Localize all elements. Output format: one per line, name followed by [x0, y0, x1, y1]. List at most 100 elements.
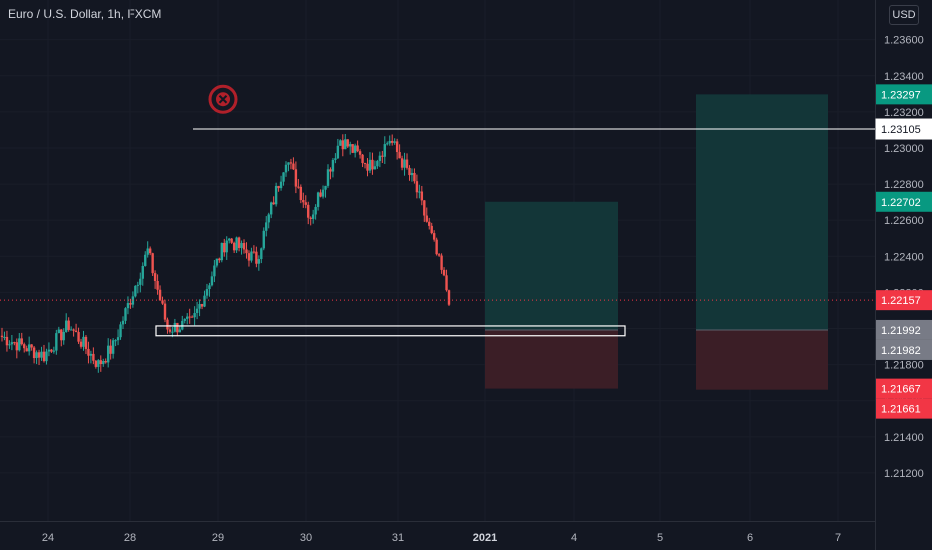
candle-body [57, 329, 61, 334]
price-tick-label: 1.23000 [884, 143, 924, 155]
price-label-target: 1.23297 [881, 89, 921, 101]
candle-body [267, 214, 270, 223]
candle-body [269, 202, 273, 215]
candle-body [445, 275, 448, 291]
candle-body [124, 308, 127, 321]
candle-body [208, 285, 211, 290]
candle-body [378, 155, 382, 161]
candle-body [395, 141, 399, 153]
candle-body [363, 163, 367, 165]
candle-body [173, 322, 177, 332]
candle-body [134, 285, 137, 297]
candle-body [430, 225, 433, 234]
candle-body [188, 316, 191, 318]
candle-body [114, 340, 117, 342]
price-label-bg [875, 118, 932, 140]
candle-body [74, 330, 78, 333]
price-label-current: 1.22157 [881, 295, 921, 307]
candle-body [373, 166, 377, 170]
candle-body [97, 360, 100, 367]
candle-body [321, 189, 325, 197]
candle-body [52, 350, 56, 352]
profit-zone [696, 94, 828, 330]
candle-body [302, 200, 305, 203]
price-tick-label: 1.23200 [884, 107, 924, 119]
candle-body [139, 278, 142, 285]
candle-body [346, 139, 349, 147]
time-tick-label: 30 [300, 532, 312, 544]
candle-body [32, 347, 36, 359]
candle-body [99, 360, 102, 365]
candle-body [398, 152, 401, 159]
candle-body [13, 342, 16, 344]
candle-body [447, 290, 451, 305]
candle-body [3, 336, 6, 338]
candle-body [220, 242, 223, 261]
time-tick-label: 31 [392, 532, 404, 544]
candle-body [72, 329, 75, 331]
candle-body [136, 284, 140, 286]
candle-body [408, 167, 411, 176]
candle-body [326, 169, 330, 186]
price-tick-label: 1.21400 [884, 432, 924, 444]
currency-button[interactable]: USD [889, 5, 919, 25]
candle-body [109, 345, 112, 354]
candle-body [94, 360, 98, 367]
candle-body [84, 336, 88, 349]
support-zone [155, 325, 626, 337]
candle-body [218, 258, 221, 261]
time-tick-label: 7 [835, 532, 841, 544]
candle-body [381, 155, 384, 157]
candle-body [393, 141, 396, 143]
candle-body [440, 255, 443, 270]
candle-body [144, 254, 147, 266]
loss-zone [696, 329, 828, 390]
price-tick-label: 1.22400 [884, 251, 924, 263]
candle-body [62, 331, 65, 341]
candle-body [274, 185, 278, 205]
candle-body [60, 329, 63, 341]
price-tick-label: 1.22600 [884, 215, 924, 227]
candle-body [287, 162, 290, 165]
candle-body [126, 303, 130, 309]
candle-body [418, 191, 421, 193]
candle-body [153, 273, 157, 281]
price-tick-label: 1.23400 [884, 71, 924, 83]
candle-body [277, 185, 280, 189]
candle-body [245, 249, 248, 254]
candle-body [435, 239, 438, 255]
price-label-bg [876, 339, 932, 360]
candle-body [8, 344, 11, 346]
candle-body [390, 140, 394, 143]
candle-body [200, 304, 204, 307]
candle-body [366, 163, 369, 171]
time-tick-label: 4 [571, 532, 577, 544]
candle-body [339, 140, 342, 146]
marker-ring [208, 84, 238, 114]
candle-body [158, 289, 162, 301]
price-tick-label: 1.22800 [884, 179, 924, 191]
time-axis[interactable]: 24 28 29 30 31 2021 4 5 6 7 [42, 532, 841, 544]
price-tick-label: 1.21800 [884, 360, 924, 372]
candle-body [349, 144, 352, 147]
close-circle-icon[interactable] [208, 84, 238, 114]
candle-body [215, 258, 219, 266]
candle-body [289, 162, 293, 164]
candle-body [353, 145, 357, 153]
candle-body [40, 351, 43, 358]
candle-body [309, 217, 312, 219]
price-tick-label: 1.21200 [884, 468, 924, 480]
candle-body [148, 248, 152, 254]
candle-body [371, 159, 374, 170]
time-tick-label: 24 [42, 532, 54, 544]
candle-body [250, 251, 253, 261]
symbol-title: Euro / U.S. Dollar, 1h, FXCM [8, 7, 162, 21]
candle-body [67, 320, 70, 330]
candle-body [69, 329, 73, 331]
price-label-target: 1.22702 [881, 197, 921, 209]
candle-body [181, 320, 184, 330]
candle-body [341, 140, 345, 150]
candle-body [388, 140, 391, 144]
